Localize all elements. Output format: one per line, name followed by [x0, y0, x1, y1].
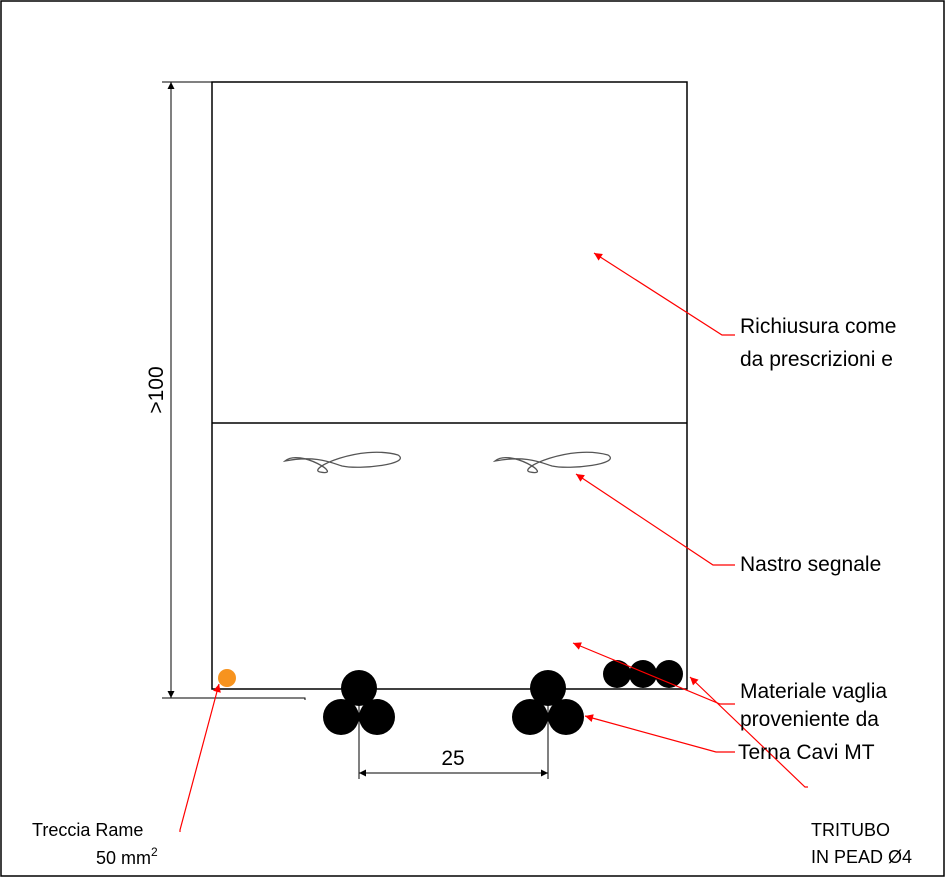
leader-copper [179, 683, 221, 832]
leader-backfill [593, 252, 735, 336]
pipe-icon [655, 660, 683, 688]
cable-bottom-left-icon [512, 699, 548, 735]
warning-tape-right-icon [492, 451, 611, 474]
copper-label-line1: Treccia Rame [32, 820, 143, 840]
cable-bottom-left-icon [323, 699, 359, 735]
tape-label: Nastro segnale [740, 553, 881, 576]
cable-bottom-right-icon [359, 699, 395, 735]
cable-trefoil-left [323, 670, 395, 735]
tritubo-pipes [603, 660, 683, 688]
cable-trefoil-right [512, 670, 584, 735]
sifted-label-line2: proveniente da [740, 708, 879, 731]
cable-bottom-right-icon [548, 699, 584, 735]
copper-label-superscript: 2 [151, 845, 158, 859]
sifted-label-line1: Materiale vaglia [740, 680, 887, 703]
trench-outline [211, 81, 688, 690]
tritubo-label-line2: IN PEAD Ø4 [811, 847, 912, 867]
cable-top-icon [341, 670, 377, 706]
copper-label-value: 50 mm [96, 848, 151, 868]
cable-top-icon [530, 670, 566, 706]
cables-label: Terna Cavi MT [738, 741, 875, 764]
height-dimension: >100 [145, 81, 306, 700]
tritubo-label-line1: TRITUBO [811, 820, 890, 840]
copper-braid-icon [218, 669, 236, 687]
backfill-label-line1: Richiusura come [740, 315, 896, 338]
leader-tape [575, 473, 735, 566]
copper-label-line2: 50 mm2 [96, 845, 158, 868]
warning-tape-left-icon [282, 451, 401, 474]
dimension-spacing-label: 25 [441, 747, 464, 770]
leader-tritubo [689, 676, 808, 788]
dimension-extension-bottom [162, 697, 306, 700]
dimension-height-label: >100 [145, 366, 168, 413]
leader-sifted [572, 642, 735, 705]
backfill-label-line2: da prescrizioni e [740, 348, 893, 371]
pipe-icon [603, 660, 631, 688]
pipe-icon [629, 660, 657, 688]
leader-cables [584, 714, 735, 753]
